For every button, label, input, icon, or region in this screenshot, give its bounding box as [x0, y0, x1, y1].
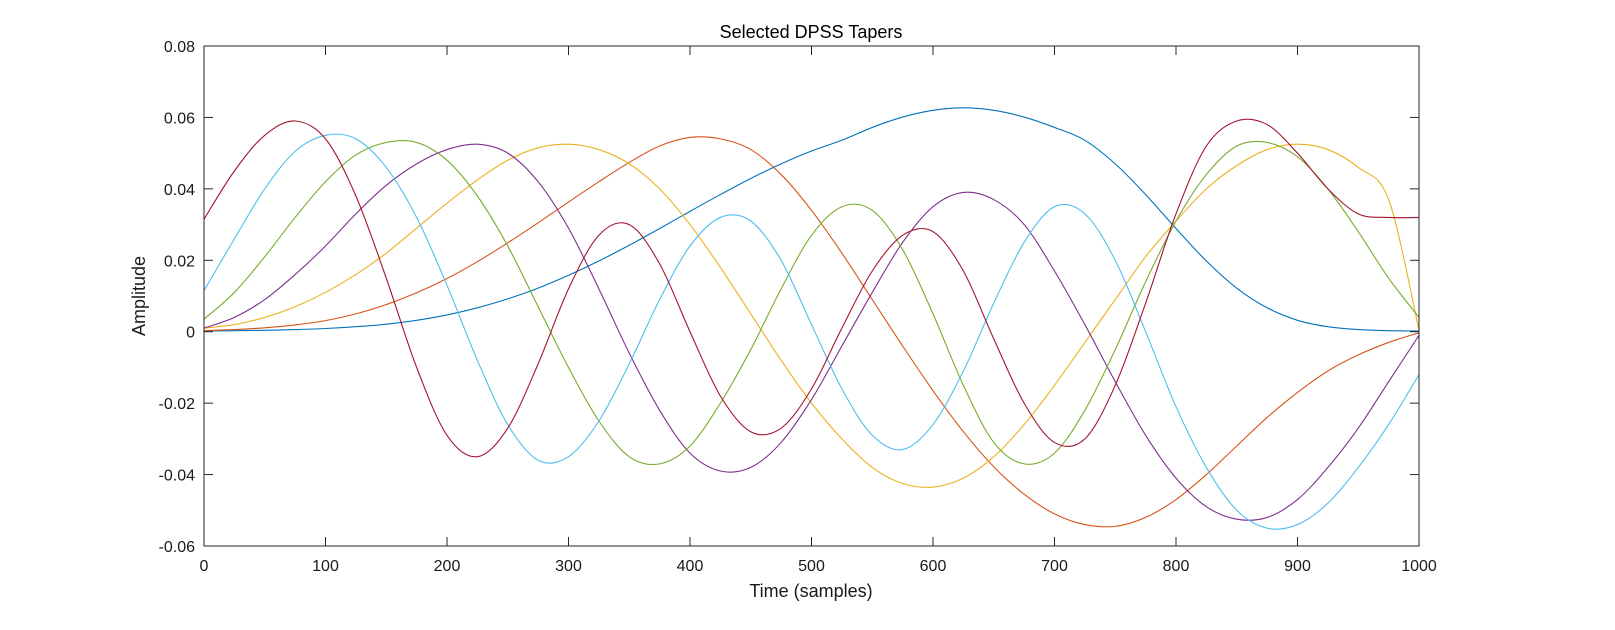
series-line-4 [203, 143, 1420, 521]
x-tick-label: 900 [1284, 558, 1311, 575]
series-line-5 [203, 139, 1420, 466]
x-tick-label: 500 [798, 558, 825, 575]
x-tick-label: 100 [312, 558, 339, 575]
x-axis-label: Time (samples) [749, 581, 872, 601]
x-tick-label: 1000 [1401, 558, 1437, 575]
y-tick-label: 0.06 [164, 110, 195, 127]
y-tick-label: 0 [186, 325, 195, 342]
series-layer [203, 107, 1420, 530]
y-tick-label: 0.08 [164, 39, 195, 56]
plot-area [204, 46, 1419, 546]
series-line-2 [203, 136, 1420, 528]
y-tick-label: -0.04 [159, 468, 196, 485]
x-tick-label: 0 [200, 558, 209, 575]
tick-layer: 0 100 200 300 400 500 600 700 800 900 1000 -0.06 -0.… [159, 39, 1437, 575]
series-line-7 [203, 118, 1420, 458]
series-line-1 [203, 107, 1420, 332]
y-tick-label: 0.04 [164, 182, 195, 199]
x-tick-label: 200 [434, 558, 461, 575]
x-tick-label: 700 [1041, 558, 1068, 575]
plot-frame [203, 45, 1420, 547]
x-tick-label: 300 [555, 558, 582, 575]
y-tick-label: -0.02 [159, 396, 196, 413]
y-axis-label: Amplitude [129, 256, 149, 336]
x-tick-label: 400 [677, 558, 704, 575]
y-tick-label: 0.02 [164, 253, 195, 270]
series-line-3 [203, 143, 1420, 488]
series-line-6 [203, 133, 1420, 530]
x-tick-label: 800 [1163, 558, 1190, 575]
chart-title: Selected DPSS Tapers [720, 22, 903, 42]
x-tick-label: 600 [920, 558, 947, 575]
y-tick-label: -0.06 [159, 539, 196, 556]
